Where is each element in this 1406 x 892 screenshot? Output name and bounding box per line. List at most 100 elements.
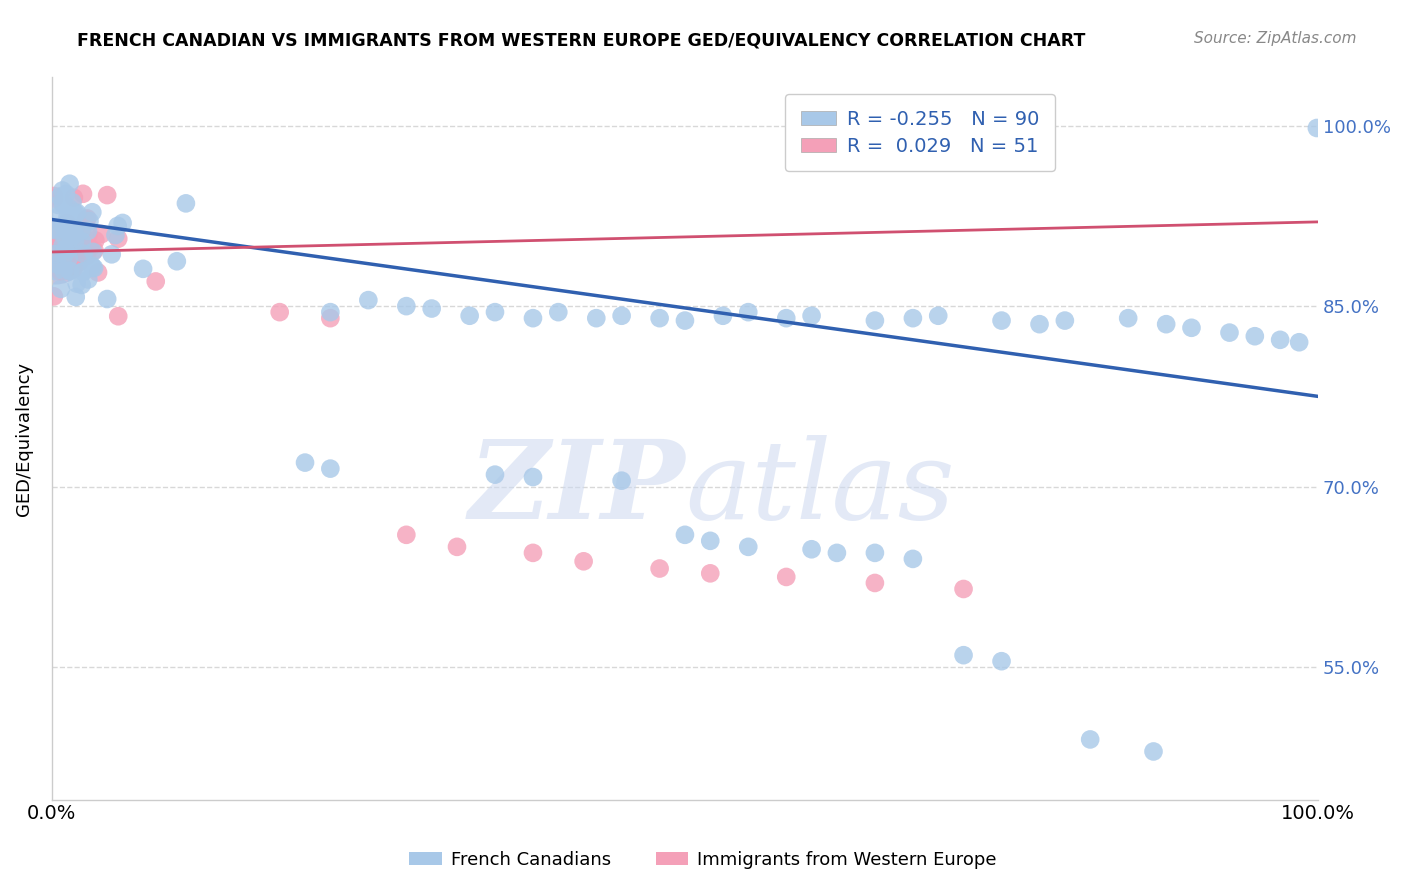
Point [44,230,66,244]
Point [1218,326,1240,340]
Point [96,292,118,306]
Point [572,554,595,568]
Point [51,249,73,263]
Point [585,311,607,326]
Point [70,277,93,292]
Point [610,309,633,323]
Point [52,220,75,235]
Point [42,260,65,274]
Point [1268,333,1291,347]
Point [45,264,67,278]
Point [952,582,974,596]
Point [82,244,104,259]
Point [72,264,94,278]
Point [42,289,65,303]
Point [1288,335,1310,350]
Point [775,570,797,584]
Point [484,467,506,482]
Point [1243,329,1265,343]
Point [927,309,949,323]
Point [1028,317,1050,331]
Text: Source: ZipAtlas.com: Source: ZipAtlas.com [1194,31,1357,46]
Point [107,310,129,324]
Point [82,205,104,219]
Point [72,186,94,201]
Point [45,223,67,237]
Text: atlas: atlas [685,435,955,543]
Point [699,566,721,581]
Point [62,206,84,220]
Point [79,214,101,228]
Point [132,261,155,276]
Point [775,311,797,326]
Point [77,228,100,243]
Point [319,311,342,326]
Point [52,238,75,252]
Point [59,264,82,278]
Point [76,249,98,263]
Point [76,211,98,226]
Point [990,654,1012,668]
Point [711,309,734,323]
Point [62,262,84,277]
Point [111,216,134,230]
Point [58,202,80,216]
Point [62,228,84,243]
Point [174,196,197,211]
Point [62,230,84,244]
Point [56,216,79,230]
Point [83,244,105,258]
Point [107,219,129,233]
Point [49,235,72,249]
Point [46,258,69,272]
Point [648,311,671,326]
Point [44,247,66,261]
Point [80,259,103,273]
Point [1142,744,1164,758]
Point [56,228,79,243]
Point [96,188,118,202]
Point [800,542,823,557]
Point [49,189,72,203]
Point [610,474,633,488]
Point [737,305,759,319]
Point [952,648,974,663]
Point [82,260,104,275]
Y-axis label: GED/Equivalency: GED/Equivalency [15,361,32,516]
Point [395,299,418,313]
Point [319,461,342,475]
Point [55,263,77,277]
Point [901,311,924,326]
Point [70,223,93,237]
Point [49,282,72,296]
Point [863,576,886,591]
Point [648,561,671,575]
Point [45,230,67,244]
Point [69,255,91,269]
Point [49,264,72,278]
Point [522,470,544,484]
Point [673,528,696,542]
Point [62,214,84,228]
Point [53,249,76,263]
Point [63,226,86,240]
Point [65,290,87,304]
Legend: French Canadians, Immigrants from Western Europe: French Canadians, Immigrants from Wester… [402,844,1004,876]
Point [547,305,569,319]
Point [65,206,87,220]
Point [100,247,122,261]
Point [75,212,97,227]
Point [42,221,65,235]
Point [484,305,506,319]
Point [84,234,107,248]
Point [70,235,93,249]
Point [269,305,291,319]
Point [863,546,886,560]
Point [104,228,127,243]
Point [737,540,759,554]
Point [72,246,94,260]
Point [446,540,468,554]
Point [53,242,76,256]
Point [1180,320,1202,334]
Point [294,456,316,470]
